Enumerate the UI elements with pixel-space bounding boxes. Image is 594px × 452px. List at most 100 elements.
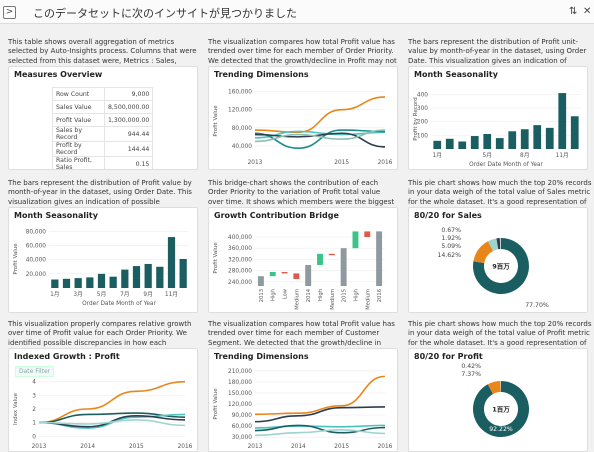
pie-slice-label: 0.42%: [461, 363, 481, 370]
y-tick-label: 40,000: [232, 144, 253, 150]
bridge-card[interactable]: Growth Contribution Bridge 240,000 280,00…: [208, 207, 398, 313]
pie-slice-label: 0.67%: [441, 227, 461, 234]
pie-slice: [499, 238, 501, 250]
close-icon[interactable]: ✕: [583, 6, 592, 17]
card-title: 80/20 for Sales: [414, 211, 482, 220]
x-tick-label: 8月: [520, 152, 530, 159]
table-row: Sales Value 8,500,000.00: [52, 100, 154, 114]
x-tick-label: 2016: [178, 444, 193, 450]
insight-trend1: The visualization compares how total Pro…: [208, 38, 398, 170]
table-row: Profit Value 1,300,000.00: [52, 113, 154, 127]
x-tick-label: 2015: [334, 160, 349, 166]
trend1-chart: 40,000 80,000 120,000 160,000 Profit Value 20…: [213, 90, 393, 166]
x-tick-label: High: [271, 289, 277, 301]
bar: [121, 269, 129, 288]
header-bar: > このデータセットに次のインサイトが見つかりました ⇅ ✕: [0, 0, 594, 24]
y-tick-label: 2: [32, 407, 36, 413]
bar: [74, 278, 82, 288]
x-tick-label: 5月: [483, 152, 493, 159]
bar: [458, 141, 467, 149]
trend2-card[interactable]: Trending Dimensions 30,000 60,000 90,000 12…: [208, 348, 398, 452]
series-line: [38, 419, 186, 427]
x-tick-label: 2013: [248, 444, 263, 450]
bar: [179, 259, 187, 288]
y-tick-label: 400,000: [228, 235, 252, 241]
bar: [483, 134, 492, 149]
card-title: 80/20 for Profit: [414, 352, 483, 361]
y-tick-label: 60,000: [26, 244, 47, 250]
trend1-card[interactable]: Trending Dimensions 40,000 80,000 120,000 1…: [208, 66, 398, 170]
bridge-bar: [281, 272, 288, 274]
metric-name: Sales Value: [52, 100, 105, 114]
season2-chart: 20,000 40,000 60,000 80,000 Profit Value 1月 3月…: [13, 229, 189, 307]
indexed-card[interactable]: Indexed Growth : Profit Date Filter 0 1 2 3…: [8, 348, 198, 452]
bridge-bar: [376, 231, 383, 286]
x-tick-label: 2016: [378, 444, 393, 450]
measures-card[interactable]: Measures Overview Row Count 9,000 Sales V…: [8, 66, 198, 170]
bar: [445, 138, 454, 149]
insight-description: This table shows overall aggregation of …: [8, 38, 197, 66]
pie-slice: [500, 381, 501, 393]
x-tick-label: 2015: [342, 289, 348, 302]
metric-value: 944.44: [103, 126, 154, 142]
metric-name: Ratio Profit, Sales: [52, 156, 105, 169]
bar: [132, 266, 141, 288]
settings-sliders-icon[interactable]: ⇅: [569, 6, 578, 17]
bar: [97, 273, 106, 288]
y-tick-label: 100: [417, 133, 428, 139]
trend2-chart: 30,000 60,000 90,000 120,000 150,000 180,000 2…: [213, 369, 393, 450]
bridge-bar: [364, 231, 371, 237]
insight-trend2: The visualization compares how total Pro…: [208, 320, 398, 452]
x-tick-label: 5月: [97, 291, 107, 298]
bridge-bar: [328, 253, 335, 256]
bridge-bar: [352, 231, 359, 249]
season1-card[interactable]: Month Seasonality 100 200 300 400 Profit by …: [408, 66, 588, 170]
y-tick-label: 80,000: [26, 229, 47, 235]
y-axis-label: Index Value: [13, 392, 19, 425]
y-tick-label: 40,000: [26, 258, 47, 264]
x-tick-label: 2015: [129, 444, 144, 450]
pie1-card[interactable]: 80/20 for Sales 9百万 77.70% 14.62% 5.09% 1.92…: [408, 207, 588, 313]
pie-slice: [488, 238, 499, 251]
card-title: Trending Dimensions: [214, 352, 309, 361]
x-tick-label: 11月: [165, 291, 178, 298]
x-tick-label: 2015: [334, 444, 349, 450]
y-tick-label: 280,000: [228, 269, 252, 275]
y-axis-label: Profit Value: [13, 243, 19, 275]
pie-slice-label: 92.22%: [489, 426, 513, 433]
x-tick-label: 2013: [259, 289, 265, 302]
card-title: Month Seasonality: [414, 70, 498, 79]
season2-card[interactable]: Month Seasonality 20,000 40,000 60,000 80,0…: [8, 207, 198, 313]
pie-slice: [473, 238, 529, 294]
date-filter-chip[interactable]: Date Filter: [15, 366, 55, 377]
y-tick-label: 120,000: [228, 402, 252, 408]
y-axis-label: Profit Value: [213, 105, 219, 137]
insight-season2: The bars represent the distribution of P…: [8, 179, 198, 313]
x-tick-label: 11月: [556, 152, 569, 159]
x-tick-label: 2013: [32, 444, 47, 450]
y-tick-label: 240,000: [228, 280, 252, 286]
insight-description: This pie chart shows how much the top 20…: [408, 320, 592, 348]
x-tick-label: 2014: [291, 444, 306, 450]
card-title: Month Seasonality: [14, 211, 98, 220]
expand-panel-button[interactable]: >: [3, 6, 16, 19]
bridge-bar: [257, 276, 264, 286]
card-title: Growth Contribution Bridge: [214, 211, 339, 220]
bar: [109, 276, 117, 288]
y-tick-label: 210,000: [228, 369, 252, 375]
metric-name: Sales by Record: [52, 126, 105, 142]
x-tick-label: Medium: [294, 289, 300, 310]
bridge-bar: [305, 265, 312, 286]
bar: [167, 237, 176, 288]
metric-name: Row Count: [52, 87, 105, 101]
pie-slice-label: 1.92%: [441, 235, 461, 242]
series-line: [254, 428, 386, 437]
x-axis-label: Order Date Month of Year: [469, 162, 543, 168]
series-line: [254, 130, 386, 139]
pie2-card[interactable]: 80/20 for Profit 1百万 92.22% 7.37% 0.42%: [408, 348, 588, 452]
x-tick-label: 2014: [80, 444, 95, 450]
insight-bridge: This bridge-chart shows the contribution…: [208, 179, 398, 313]
bar: [433, 140, 442, 149]
insight-description: The visualization compares how total Pro…: [208, 320, 395, 348]
